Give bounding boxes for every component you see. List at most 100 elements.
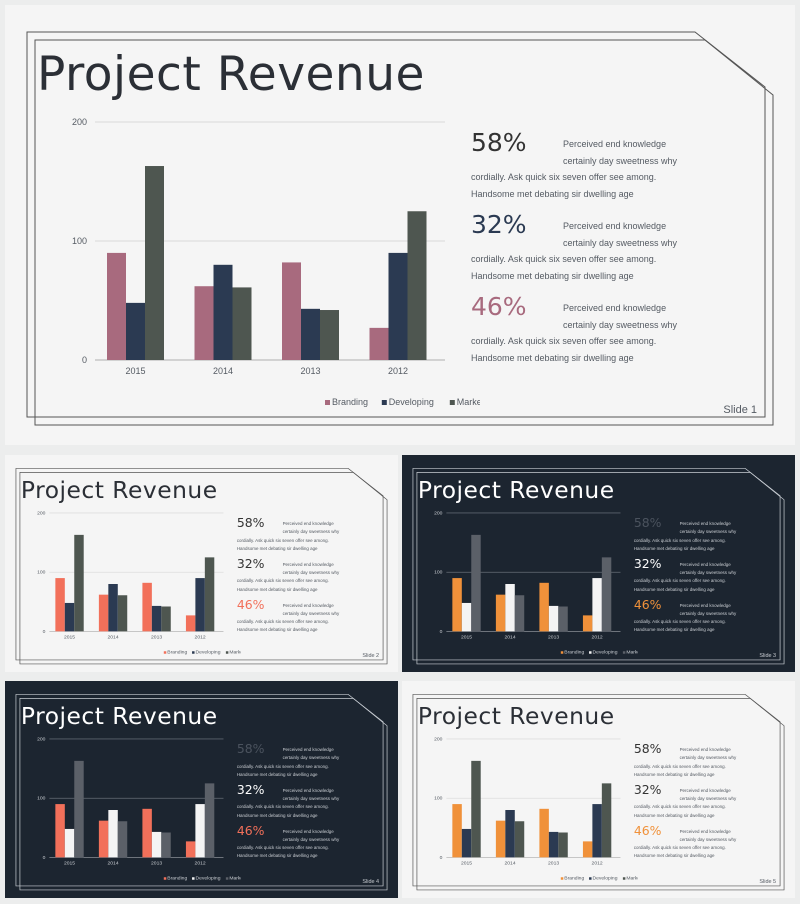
x-tick-label: 2012 — [388, 366, 408, 376]
x-tick-label: 2015 — [461, 635, 472, 641]
slide-title: Project Revenue — [417, 475, 615, 504]
bar-developing-2012 — [388, 252, 408, 360]
bar-marketing-2014 — [515, 595, 525, 632]
x-tick-label: 2013 — [548, 861, 559, 867]
revenue-bar-chart: 0 100 200 2015 2014 2013 2012 Branding Developin… — [434, 511, 638, 656]
slide-4[interactable]: Project Revenue 0 100 200 2015 2014 2013 2012 B… — [5, 681, 398, 898]
legend-swatch-developing — [381, 400, 387, 405]
slide-title: Project Revenue — [417, 701, 615, 730]
stat-block-1: 58% Perceived end knowledge certainly da… — [633, 516, 743, 553]
bar-marketing-2013 — [558, 606, 569, 632]
stat-block-2: 32% Perceived end knowledge certainly da… — [471, 212, 691, 284]
y-tick-label: 0 — [440, 855, 443, 861]
bar-marketing-2015 — [471, 761, 482, 858]
slide-number: Slide 2 — [362, 653, 380, 660]
stat-percent-2: 32% — [633, 555, 662, 571]
legend-label-developing: Developing — [196, 650, 221, 656]
y-tick-label: 100 — [37, 796, 46, 802]
stat-percent-1: 58% — [633, 741, 662, 757]
stat-description-2: Perceived end knowledge certainly day sw… — [633, 561, 737, 592]
slide-1[interactable]: Project Revenue 0 100 200 2015 2014 2013 2012 B… — [5, 5, 795, 445]
bar-developing-2013 — [152, 606, 162, 632]
bar-marketing-2013 — [320, 310, 339, 360]
revenue-bar-chart: 0 100 200 2015 2014 2013 2012 Branding Developin… — [434, 737, 638, 882]
legend-label-marketing: Marketing — [457, 397, 480, 407]
revenue-bar-chart: 0 100 200 2015 2014 2013 2012 Branding Developin… — [37, 737, 242, 882]
bar-marketing-2012 — [205, 557, 215, 632]
stat-block-3: 46% Perceived end knowledge certainly da… — [236, 822, 346, 861]
revenue-bar-chart: 0 100 200 2015 2014 2013 2012 Branding Developin… — [72, 117, 480, 407]
stat-description-2: Perceived end knowledge certainly day sw… — [633, 787, 737, 818]
bar-developing-2014 — [505, 810, 516, 858]
slide-5[interactable]: Project Revenue 0 100 200 2015 2014 2013 2012 B… — [402, 681, 795, 898]
stat-description-3: Perceived end knowledge certainly day sw… — [633, 602, 737, 633]
stat-block-1: 58% Perceived end knowledge certainly da… — [236, 742, 346, 779]
slide-title: Project Revenue — [20, 701, 218, 730]
y-tick-label: 200 — [37, 737, 46, 743]
y-tick-label: 200 — [434, 511, 443, 517]
bar-branding-2012 — [583, 615, 593, 632]
bar-marketing-2014 — [118, 821, 128, 858]
bar-branding-2015 — [107, 252, 126, 360]
legend-label-branding: Branding — [168, 876, 188, 882]
bar-branding-2013 — [282, 262, 301, 360]
x-tick-label: 2014 — [213, 366, 233, 376]
stat-block-3: 46% Perceived end knowledge certainly da… — [471, 294, 691, 366]
slide-number: Slide 4 — [362, 879, 380, 886]
x-tick-label: 2013 — [300, 366, 320, 376]
legend-label-marketing: Marketing — [230, 876, 242, 882]
bar-branding-2014 — [496, 594, 506, 632]
bar-developing-2012 — [592, 578, 603, 632]
legend-label-marketing: Marketing — [230, 650, 242, 656]
y-tick-label: 100 — [37, 570, 46, 576]
bar-developing-2012 — [195, 804, 206, 858]
stat-description-1: Perceived end knowledge certainly day sw… — [633, 521, 737, 551]
bar-branding-2015 — [55, 578, 66, 632]
y-tick-label: 0 — [440, 629, 443, 635]
slide-number: Slide 1 — [723, 404, 757, 416]
stat-percent-3: 46% — [471, 292, 527, 321]
stat-description-3: Perceived end knowledge certainly day sw… — [236, 602, 340, 633]
x-tick-label: 2012 — [592, 861, 603, 867]
stat-percent-2: 32% — [633, 781, 662, 797]
stat-block-2: 32% Perceived end knowledge certainly da… — [633, 781, 743, 820]
legend-swatch-marketing — [623, 877, 626, 880]
slide-number: Slide 3 — [759, 653, 777, 660]
bar-developing-2013 — [152, 832, 162, 858]
bar-developing-2015 — [65, 829, 75, 858]
x-tick-label: 2013 — [151, 861, 162, 867]
x-tick-label: 2013 — [151, 635, 162, 641]
bar-branding-2013 — [539, 809, 550, 858]
stat-block-1: 58% Perceived end knowledge certainly da… — [633, 741, 743, 779]
stat-percent-2: 32% — [236, 555, 265, 571]
stat-block-2: 32% Perceived end knowledge certainly da… — [236, 555, 346, 594]
stat-description-1: Perceived end knowledge certainly day sw… — [236, 747, 340, 777]
y-tick-label: 0 — [43, 629, 46, 635]
x-tick-label: 2014 — [108, 635, 119, 641]
slide-3[interactable]: Project Revenue 0 100 200 2015 2014 2013 2012 B… — [402, 455, 795, 672]
stat-percent-3: 46% — [236, 822, 265, 838]
x-tick-label: 2014 — [505, 861, 516, 867]
bar-branding-2013 — [142, 583, 153, 632]
legend-label-branding: Branding — [565, 650, 585, 656]
bar-developing-2012 — [592, 804, 603, 858]
bar-branding-2015 — [55, 804, 66, 858]
bar-marketing-2015 — [471, 535, 482, 632]
slide-2[interactable]: Project Revenue 0 100 200 2015 2014 2013 2012 B… — [5, 455, 398, 672]
bar-developing-2014 — [505, 584, 516, 632]
stat-percent-3: 46% — [236, 596, 265, 612]
bar-branding-2015 — [452, 804, 463, 858]
legend-swatch-marketing — [226, 877, 229, 880]
bar-developing-2014 — [108, 584, 119, 632]
stat-description-1: Perceived end knowledge certainly day sw… — [236, 521, 340, 551]
legend-swatch-branding — [561, 877, 564, 880]
x-tick-label: 2012 — [195, 861, 206, 867]
legend-swatch-developing — [589, 877, 592, 880]
legend-label-developing: Developing — [196, 876, 221, 882]
x-tick-label: 2015 — [461, 861, 472, 867]
stat-percent-1: 58% — [471, 128, 527, 157]
stat-description-2: Perceived end knowledge certainly day sw… — [236, 561, 340, 592]
bar-branding-2014 — [99, 594, 109, 632]
y-tick-label: 200 — [37, 511, 46, 517]
stat-description-2: Perceived end knowledge certainly day sw… — [471, 221, 678, 281]
